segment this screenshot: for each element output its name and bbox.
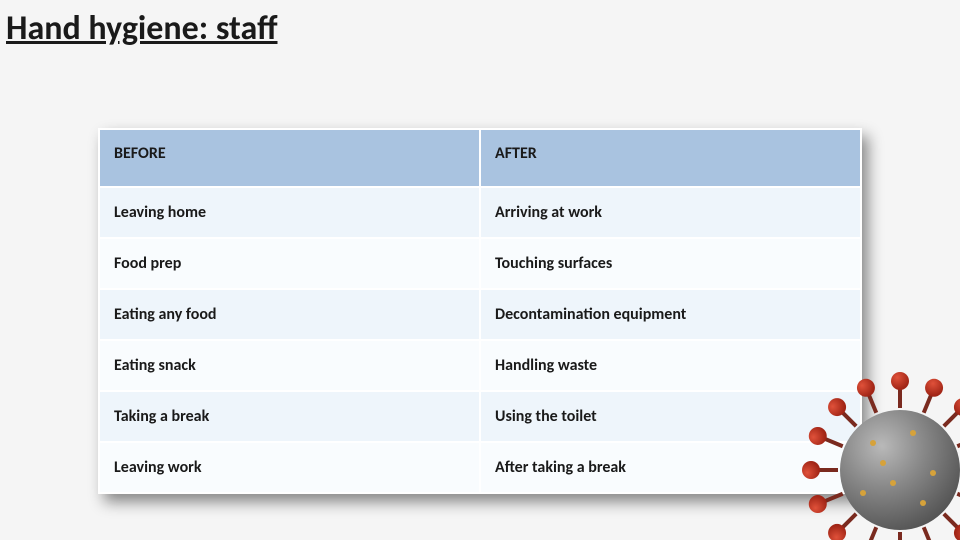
virus-spike xyxy=(857,529,879,540)
virus-dot xyxy=(930,470,936,476)
virus-spike xyxy=(895,370,905,404)
cell-after: Touching surfaces xyxy=(480,238,861,289)
page-title: Hand hygiene: staff xyxy=(6,8,278,49)
hygiene-table-container: BEFORE AFTER Leaving home Arriving at wo… xyxy=(98,128,862,494)
virus-core xyxy=(840,410,960,530)
table-row: Eating snack Handling waste xyxy=(99,340,861,391)
virus-spike xyxy=(826,396,857,427)
virus-dot xyxy=(920,500,926,506)
cell-before: Eating snack xyxy=(99,340,480,391)
virus-spike xyxy=(943,396,960,427)
virus-spike xyxy=(895,536,905,540)
virus-dot xyxy=(860,490,866,496)
table-row: Food prep Touching surfaces xyxy=(99,238,861,289)
virus-spike xyxy=(921,376,943,411)
cell-before: Taking a break xyxy=(99,391,480,442)
table-row: Leaving work After taking a break xyxy=(99,442,861,493)
cell-after: Arriving at work xyxy=(480,187,861,238)
table-header-row: BEFORE AFTER xyxy=(99,129,861,187)
col-header-after: AFTER xyxy=(480,129,861,187)
table-row: Taking a break Using the toilet xyxy=(99,391,861,442)
virus-dot xyxy=(890,480,896,486)
cell-before: Leaving work xyxy=(99,442,480,493)
virus-spike xyxy=(826,513,857,540)
virus-dot xyxy=(880,460,886,466)
hygiene-table: BEFORE AFTER Leaving home Arriving at wo… xyxy=(98,128,862,494)
virus-dot xyxy=(870,440,876,446)
virus-spike xyxy=(800,465,834,475)
coronavirus-illustration xyxy=(800,370,960,540)
virus-dot xyxy=(910,430,916,436)
virus-spike xyxy=(943,513,960,540)
cell-before: Leaving home xyxy=(99,187,480,238)
table-row: Eating any food Decontamination equipmen… xyxy=(99,289,861,340)
virus-spike xyxy=(921,529,943,540)
cell-before: Food prep xyxy=(99,238,480,289)
table-row: Leaving home Arriving at work xyxy=(99,187,861,238)
cell-before: Eating any food xyxy=(99,289,480,340)
cell-after: Decontamination equipment xyxy=(480,289,861,340)
virus-spike xyxy=(806,427,841,449)
virus-spike xyxy=(806,491,841,513)
col-header-before: BEFORE xyxy=(99,129,480,187)
virus-spike xyxy=(857,376,879,411)
